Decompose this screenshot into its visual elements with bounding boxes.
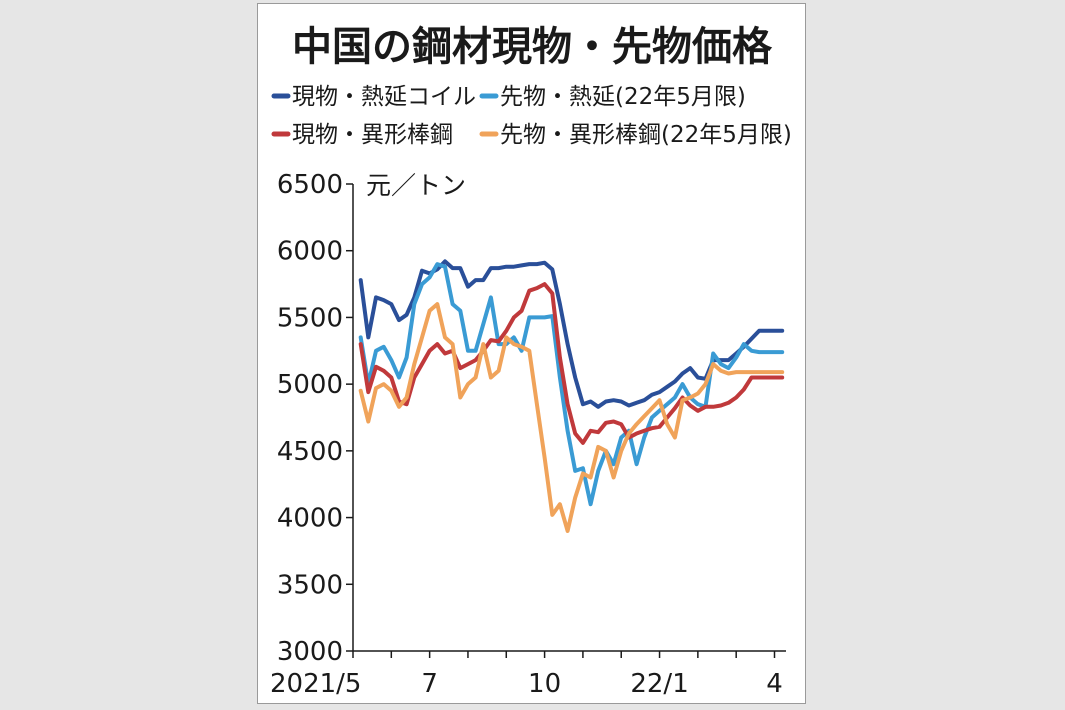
legend-label: 現物・異形棒鋼 [292,122,453,148]
legend-label: 先物・熱延(22年5月限) [500,84,746,110]
x-tick-label: 22/1 [630,669,688,699]
legend-entry: 先物・異形棒鋼(22年5月限) [479,122,792,148]
y-tick-label: 3000 [277,637,343,667]
chart-title: 中国の鋼材現物・先物価格 [292,24,773,70]
series-layer [358,259,785,533]
x-tick-label: 4 [766,669,783,699]
x-tick-label: 10 [528,669,561,699]
y-tick-label: 3500 [277,570,343,600]
series-line [358,262,785,507]
x-tick-label: 2021/5 [270,669,361,699]
axes: 3000 3500 4000 4500 5000 5500 6000 6500 2021/5 7 1… [270,170,786,699]
y-tick-label: 6000 [277,237,343,267]
legend-entry: 現物・異形棒鋼 [271,122,453,148]
y-tick-label: 5000 [277,370,343,400]
legend: 現物・熱延コイル 先物・熱延(22年5月限) 現物・異形棒鋼 先物・異形棒鋼(2… [271,84,792,148]
chart: 中国の鋼材現物・先物価格 現物・熱延コイル 先物・熱延(22年5月限) 現物・異… [270,24,792,699]
legend-entry: 先物・熱延(22年5月限) [479,84,746,110]
y-tick-label: 5500 [277,303,343,333]
y-tick-label: 4000 [277,504,343,534]
legend-entry: 現物・熱延コイル [271,84,476,110]
unit-label: 元／トン [366,171,466,200]
legend-label: 先物・異形棒鋼(22年5月限) [500,122,792,148]
y-tick-label: 6500 [277,170,343,200]
chart-card: 中国の鋼材現物・先物価格 現物・熱延コイル 先物・熱延(22年5月限) 現物・異… [257,3,806,704]
x-tick-label: 7 [421,669,438,699]
legend-label: 現物・熱延コイル [292,84,476,110]
series-line [358,282,785,445]
series-line [358,302,785,533]
y-tick-label: 4500 [277,437,343,467]
